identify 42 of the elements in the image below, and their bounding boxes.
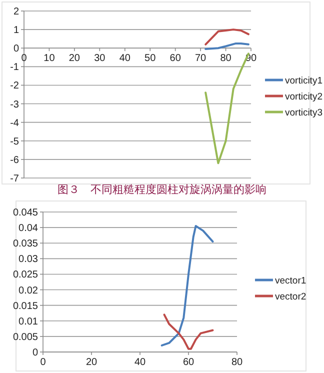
y-tick-label: 0.035 — [12, 238, 38, 250]
x-tick-label: 50 — [144, 53, 156, 64]
legend-label: vector2 — [275, 292, 306, 302]
y-tick-label: 0.005 — [12, 332, 38, 343]
x-tick-label: 40 — [134, 357, 146, 368]
y-tick-label: -3 — [10, 99, 20, 110]
y-tick-label: -1 — [10, 62, 20, 74]
x-tick-label: 70 — [194, 53, 207, 64]
x-tick-label: 30 — [94, 53, 106, 64]
line-series — [160, 225, 214, 346]
x-tick-label: 20 — [86, 357, 98, 368]
y-tick-label: -2 — [10, 80, 20, 92]
y-tick-label: 0.03 — [18, 254, 38, 266]
y-tick-label: 0 — [13, 44, 20, 55]
y-tick-label: 1 — [13, 25, 20, 36]
y-tick-label: -7 — [10, 174, 20, 184]
legend-label: vorticity2 — [285, 92, 322, 102]
y-tick-label: -6 — [10, 154, 20, 166]
y-tick-label: 0.04 — [18, 223, 38, 234]
x-tick-label: 10 — [44, 53, 56, 64]
y-tick-label: 0.045 — [12, 208, 38, 218]
x-tick-label: 0 — [40, 357, 46, 368]
x-tick-label: 20 — [68, 53, 80, 64]
y-tick-label: -5 — [10, 136, 20, 148]
y-tick-label: 0.025 — [12, 270, 38, 281]
legend-label: vorticity3 — [285, 108, 322, 118]
x-tick-label: 60 — [170, 53, 182, 64]
y-tick-label: -4 — [10, 118, 20, 129]
y-tick-label: 0.01 — [18, 316, 38, 328]
y-tick-label: 0.015 — [12, 300, 38, 312]
x-tick-label: 80 — [231, 357, 243, 368]
y-tick-label: 0.02 — [18, 285, 38, 296]
legend-label: vorticity1 — [285, 76, 322, 86]
line-series — [204, 28, 250, 46]
y-tick-label: 0 — [32, 348, 38, 358]
line-series — [163, 314, 214, 350]
caption: 图３ 不同粗糙程度圆柱对旋涡涡量的影响 — [58, 183, 266, 196]
legend-label: vector1 — [275, 276, 306, 286]
x-tick-label: 40 — [119, 53, 131, 64]
x-tick-label: 60 — [182, 357, 194, 368]
y-tick-label: 2 — [13, 6, 20, 18]
x-tick-label: 80 — [220, 53, 232, 64]
